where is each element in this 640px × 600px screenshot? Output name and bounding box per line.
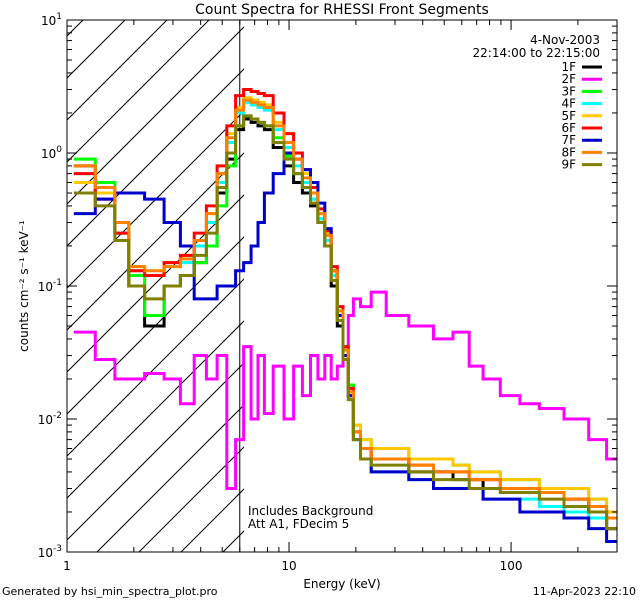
x-tick-label: 1 [63,559,71,573]
hatch-line [67,194,244,373]
hatched-region [67,20,244,552]
x-axis-label: Energy (keV) [303,577,380,591]
hatch-line [67,20,210,163]
annotation-attenuator: Att A1, FDecim 5 [248,517,349,531]
footer-generator: Generated by hsi_min_spectra_plot.pro [2,585,218,598]
series-9F [73,114,617,531]
annotation-background: Includes Background [248,504,373,518]
legend-label-1F: 1F [561,60,576,74]
legend-label-7F: 7F [561,133,576,147]
y-tick-base: 10 [38,546,53,560]
y-tick-exponent: -2 [53,411,62,421]
hatch-line [67,320,244,499]
legend-label-8F: 8F [561,145,576,159]
hatch-line [67,68,244,247]
hatch-line [67,20,168,121]
hatch-line [67,152,244,331]
y-tick-exponent: -3 [53,544,62,554]
y-tick-label: 10-2 [38,411,62,427]
series-6F [73,88,617,531]
series-layer [73,88,617,543]
y-tick-exponent: 1 [56,12,62,22]
plot-frame [66,19,618,553]
y-tick-label: 101 [41,12,62,28]
series-3F [73,114,617,514]
footer-timestamp: 11-Apr-2023 22:10 [533,585,636,598]
y-axis-label: counts cm⁻² s⁻¹ keV⁻¹ [17,220,31,352]
y-tick-base: 10 [38,413,53,427]
y-tick-label: 100 [41,145,62,161]
y-tick-exponent: 0 [56,145,62,155]
series-2F [73,290,617,490]
hatch-line [67,362,244,541]
x-tick-label: 100 [500,559,523,573]
y-tick-base: 10 [41,14,56,28]
series-8F [73,98,617,520]
series-5F [73,96,617,514]
y-tick-base: 10 [41,147,56,161]
legend-label-3F: 3F [561,84,576,98]
y-tick-exponent: -1 [53,278,62,288]
annotation-time: 22:14:00 to 22:15:00 [473,46,600,60]
legend-label-4F: 4F [561,97,576,111]
legend-label-6F: 6F [561,121,576,135]
legend-label-2F: 2F [561,72,576,86]
hatch-line [67,26,244,205]
annotation-date: 4-Nov-2003 [530,33,600,47]
x-tick-labels: 1 10 100 [63,559,522,573]
chart-title: Count Spectra for RHESSI Front Segments [195,2,489,18]
y-tick-label: 10-1 [38,278,62,294]
legend-label-9F: 9F [561,158,576,172]
hatch-line [96,404,244,552]
axis-ticks [66,19,618,553]
x-tick-label: 10 [281,559,296,573]
y-tick-label: 10-3 [38,544,62,560]
legend-label-5F: 5F [561,109,576,123]
y-tick-base: 10 [38,280,53,294]
